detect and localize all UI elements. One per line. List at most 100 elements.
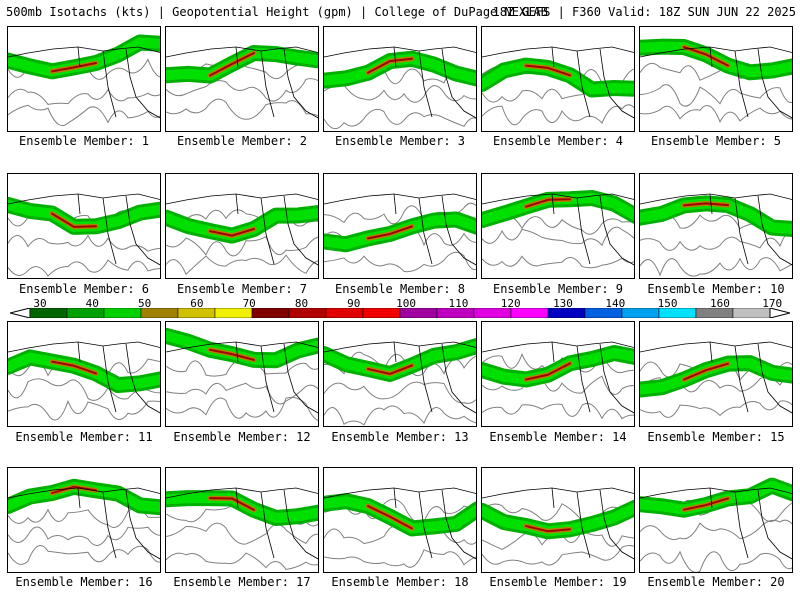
- ensemble-member-caption: Ensemble Member: 17: [173, 575, 311, 589]
- coastline: [166, 193, 318, 266]
- isotach-band: [367, 225, 413, 240]
- ensemble-member-map: [481, 173, 635, 279]
- coastline: [8, 341, 160, 414]
- colorbar-right-arrow: [769, 308, 790, 318]
- ensemble-member-map: [323, 173, 477, 279]
- coastline: [640, 193, 792, 266]
- colorbar-tick-label: 90: [347, 297, 361, 310]
- height-contour: [482, 255, 634, 269]
- height-contour: [640, 84, 792, 107]
- isotach-band: [525, 64, 571, 77]
- chart-header: 500mb Isotachs (kts) | Geopotential Heig…: [0, 0, 800, 22]
- height-contour: [324, 84, 476, 103]
- ensemble-member-caption: Ensemble Member: 15: [647, 430, 785, 444]
- height-contour: [482, 544, 634, 566]
- height-contour: [482, 104, 634, 126]
- isotach-band: [8, 199, 160, 232]
- isotach-band: [209, 348, 255, 361]
- ensemble-member-map: [639, 26, 793, 132]
- height-contour: [166, 552, 318, 570]
- height-contour: [482, 375, 634, 395]
- coastline: [482, 487, 634, 560]
- colorbar-tick-label: 40: [85, 297, 99, 310]
- colorbar-tick-label: 150: [657, 297, 678, 310]
- isotach-band: [525, 198, 571, 208]
- ensemble-member-map: [639, 467, 793, 573]
- isotach-band: [367, 57, 413, 74]
- height-contour: [324, 498, 476, 524]
- colorbar-tick-label: 130: [553, 297, 573, 310]
- height-contour: [482, 402, 634, 420]
- isotach-band: [525, 525, 571, 533]
- coastline: [640, 341, 792, 414]
- coastline: [324, 341, 476, 414]
- coastline: [324, 193, 476, 266]
- isotach-band: [51, 485, 97, 495]
- colorbar-tick-label: 100: [396, 297, 417, 310]
- height-contour: [166, 396, 318, 421]
- height-contour: [166, 522, 318, 545]
- isotach-band: [683, 202, 729, 207]
- coastline: [482, 341, 634, 414]
- ensemble-member-caption: Ensemble Member: 1: [18, 134, 150, 148]
- height-contour: [166, 209, 318, 227]
- height-contour: [640, 229, 792, 251]
- isotach-band: [51, 360, 97, 375]
- height-contour: [166, 382, 318, 405]
- isotach-band: [683, 497, 729, 511]
- height-contour: [640, 550, 792, 572]
- ensemble-member-map: [481, 321, 635, 427]
- height-contour: [8, 259, 160, 277]
- coastline: [640, 46, 792, 119]
- colorbar-swatch: [362, 308, 401, 318]
- height-contour: [8, 399, 160, 421]
- height-contour: [482, 353, 634, 374]
- coastline: [324, 46, 476, 119]
- height-contour: [166, 78, 318, 102]
- ensemble-member-caption: Ensemble Member: 2: [176, 134, 308, 148]
- height-contour: [166, 254, 318, 276]
- ensemble-member-caption: Ensemble Member: 4: [492, 134, 624, 148]
- ensemble-member-caption: Ensemble Member: 19: [489, 575, 627, 589]
- ensemble-member-caption: Ensemble Member: 13: [331, 430, 469, 444]
- coastline: [166, 341, 318, 414]
- isotach-band: [367, 505, 413, 530]
- colorbar-tick-label: 120: [500, 297, 521, 310]
- colorbar-swatch: [621, 308, 660, 318]
- isotach-colorbar: 30 40 50 60 70 80 90 100 110 120 130 140 150 160 170: [10, 297, 790, 319]
- coastline: [8, 193, 160, 266]
- coastline: [482, 46, 634, 119]
- isotach-band: [683, 46, 729, 67]
- colorbar-tick-label: 30: [33, 297, 47, 310]
- isotach-band: [51, 212, 97, 228]
- ensemble-member-caption: Ensemble Member: 8: [334, 282, 466, 296]
- height-contour: [324, 381, 476, 404]
- colorbar-tick-label: 60: [190, 297, 204, 310]
- height-contour: [640, 104, 792, 124]
- height-contour: [324, 549, 476, 568]
- coastline: [8, 487, 160, 560]
- ensemble-member-caption: Ensemble Member: 18: [331, 575, 469, 589]
- colorbar-tick-label: 70: [242, 297, 256, 310]
- isotach-band: [209, 497, 255, 511]
- height-contour: [640, 257, 792, 277]
- colorbar-swatch: [251, 308, 290, 318]
- ensemble-member-map: [323, 467, 477, 573]
- isotach-band: [367, 364, 413, 375]
- ensemble-member-caption: Ensemble Member: 5: [650, 134, 782, 148]
- header-product-title: 500mb Isotachs (kts) | Geopotential Heig…: [6, 5, 548, 19]
- ensemble-member-map: [639, 173, 793, 279]
- isotach-band: [525, 362, 571, 381]
- ensemble-member-map: [165, 321, 319, 427]
- isotach-band: [683, 362, 729, 381]
- ensemble-member-map: [323, 321, 477, 427]
- ensemble-member-map: [7, 467, 161, 573]
- ensemble-member-map: [165, 26, 319, 132]
- ensemble-member-caption: Ensemble Member: 9: [492, 282, 624, 296]
- height-contour: [8, 88, 160, 105]
- ensemble-member-caption: Ensemble Member: 16: [15, 575, 153, 589]
- coastline: [8, 46, 160, 119]
- isotach-band: [209, 227, 255, 237]
- height-contour: [324, 108, 476, 130]
- colorbar-tick-label: 140: [605, 297, 626, 310]
